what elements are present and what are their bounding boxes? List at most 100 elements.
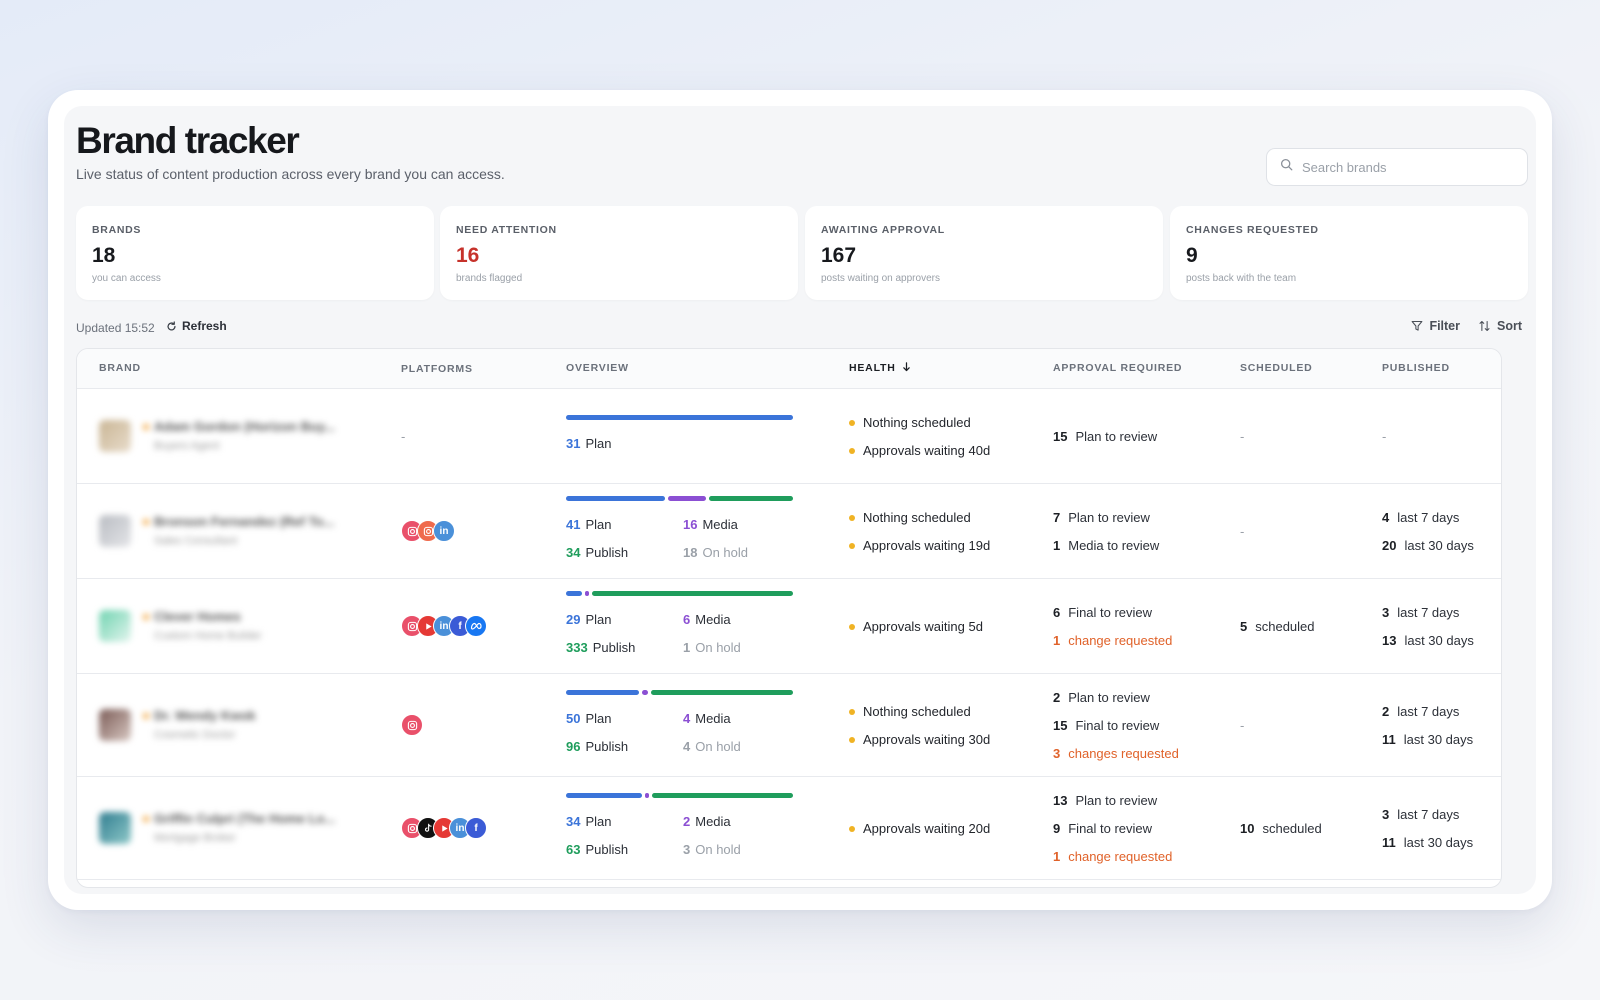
- status-dot: [143, 613, 149, 620]
- stat-card-need-attention: NEED ATTENTION 16 brands flagged: [440, 206, 798, 300]
- stat-value: 18: [92, 244, 116, 267]
- stat-caption: brands flagged: [456, 273, 523, 284]
- table-row[interactable]: Adam Gordon (Horizon Buy... Buyers Agent…: [77, 389, 1501, 484]
- stats-row: BRANDS 18 you can access NEED ATTENTION …: [76, 206, 1528, 300]
- scheduled-empty: -: [1240, 429, 1245, 444]
- column-header-platforms[interactable]: PLATFORMS: [401, 363, 473, 375]
- stat-label: NEED ATTENTION: [456, 224, 557, 236]
- column-header-health[interactable]: HEALTH: [849, 362, 911, 374]
- overview-bar-media: [585, 591, 589, 596]
- overview-bar: [566, 496, 793, 501]
- scheduled-empty: -: [1240, 524, 1245, 539]
- overview-media: 4 Media: [683, 711, 731, 726]
- warning-dot: [849, 623, 855, 630]
- page-title: Brand tracker: [76, 120, 300, 161]
- brand-cell[interactable]: Adam Gordon (Horizon Buy... Buyers Agent: [99, 419, 335, 452]
- main-panel: Brand tracker Live status of content pro…: [64, 106, 1536, 894]
- brand-subtitle: Buyers Agent: [154, 440, 220, 452]
- sort-label: Sort: [1497, 319, 1522, 333]
- filter-label: Filter: [1429, 319, 1460, 333]
- overview-bar-plan: [566, 415, 793, 420]
- brand-cell[interactable]: Griffin Culpri (The Home Lo... Mortgage …: [99, 811, 335, 844]
- health-item: Approvals waiting 5d: [849, 619, 983, 634]
- change-requested-item[interactable]: 1 change requested: [1053, 633, 1173, 648]
- table-row[interactable]: Griffin Culpri (The Home Lo... Mortgage …: [77, 777, 1501, 880]
- warning-dot: [849, 708, 855, 715]
- stat-caption: posts back with the team: [1186, 273, 1297, 284]
- brand-cell[interactable]: Bronson Fernandez (Ref To... Sales Consu…: [99, 514, 334, 547]
- search-input[interactable]: [1302, 159, 1512, 175]
- search-icon: [1280, 158, 1293, 176]
- linkedin-icon[interactable]: in: [433, 520, 455, 542]
- stat-value: 9: [1186, 244, 1198, 267]
- column-header-published[interactable]: PUBLISHED: [1382, 362, 1450, 374]
- column-header-brand[interactable]: BRAND: [99, 362, 141, 374]
- search-box[interactable]: [1266, 148, 1528, 186]
- column-header-health-label: HEALTH: [849, 362, 896, 374]
- brand-cell[interactable]: Dr. Wendy Kwok Cosmetic Doctor: [99, 708, 256, 741]
- brand-subtitle: Custom Home Builder: [154, 630, 262, 642]
- brands-table: BRAND PLATFORMS OVERVIEW HEALTH APPROVAL…: [76, 348, 1502, 888]
- table-row[interactable]: Clever Homes Custom Home Builder in f: [77, 579, 1501, 674]
- overview-bar-plan: [566, 591, 582, 596]
- health-item: Nothing scheduled: [849, 704, 971, 719]
- overview-bar-publish: [592, 591, 793, 596]
- platforms-empty: -: [401, 429, 406, 444]
- brand-name: Griffin Culpri (The Home Lo...: [154, 811, 336, 826]
- approval-item[interactable]: 15 Plan to review: [1053, 429, 1158, 444]
- platform-icons: in: [401, 520, 455, 542]
- health-item: Approvals waiting 30d: [849, 732, 990, 747]
- filter-button[interactable]: Filter: [1411, 319, 1460, 333]
- status-dot: [143, 518, 149, 525]
- overview-plan: 29 Plan: [566, 612, 612, 627]
- sort-button[interactable]: Sort: [1478, 319, 1522, 333]
- page-subtitle: Live status of content production across…: [76, 166, 505, 182]
- overview-publish: 34 Publish: [566, 545, 629, 560]
- overview-publish: 333 Publish: [566, 640, 636, 655]
- brand-name: Bronson Fernandez (Ref To...: [154, 514, 335, 529]
- overview-bar: [566, 591, 793, 596]
- health-item: Approvals waiting 19d: [849, 538, 990, 553]
- approval-item[interactable]: 1 Media to review: [1053, 538, 1160, 553]
- facebook-icon[interactable]: f: [465, 817, 487, 839]
- published-last30: 20 last 30 days: [1382, 538, 1474, 553]
- approval-item[interactable]: 9 Final to review: [1053, 821, 1153, 836]
- stat-card-brands: BRANDS 18 you can access: [76, 206, 434, 300]
- overview-bar-plan: [566, 793, 642, 798]
- change-requested-item[interactable]: 3 changes requested: [1053, 746, 1179, 761]
- refresh-button[interactable]: Refresh: [166, 319, 227, 333]
- overview-on-hold: 3 On hold: [683, 842, 741, 857]
- overview-bar-media: [645, 793, 649, 798]
- stat-card-awaiting-approval: AWAITING APPROVAL 167 posts waiting on a…: [805, 206, 1163, 300]
- overview-bar-publish: [651, 690, 793, 695]
- meta-icon[interactable]: [465, 615, 487, 637]
- scheduled-count: 5 scheduled: [1240, 619, 1315, 634]
- approval-item[interactable]: 6 Final to review: [1053, 605, 1153, 620]
- approval-item[interactable]: 13 Plan to review: [1053, 793, 1158, 808]
- warning-dot: [849, 542, 855, 549]
- stat-caption: you can access: [92, 273, 161, 284]
- overview-on-hold: 18 On hold: [683, 545, 749, 560]
- sort-descending-icon: [903, 362, 911, 372]
- platform-icons: in f: [401, 817, 487, 839]
- table-actions: Filter Sort: [1411, 319, 1522, 333]
- table-row[interactable]: Bronson Fernandez (Ref To... Sales Consu…: [77, 484, 1501, 579]
- filter-icon: [1412, 320, 1423, 331]
- stat-value: 167: [821, 244, 857, 267]
- column-header-overview[interactable]: OVERVIEW: [566, 362, 629, 374]
- avatar: [99, 708, 131, 741]
- brand-cell[interactable]: Clever Homes Custom Home Builder: [99, 609, 262, 642]
- updated-timestamp: Updated 15:52: [76, 321, 155, 335]
- avatar: [99, 419, 131, 452]
- approval-item[interactable]: 2 Plan to review: [1053, 690, 1150, 705]
- approval-item[interactable]: 7 Plan to review: [1053, 510, 1150, 525]
- column-header-scheduled[interactable]: SCHEDULED: [1240, 362, 1313, 374]
- approval-item[interactable]: 15 Final to review: [1053, 718, 1160, 733]
- change-requested-item[interactable]: 1 change requested: [1053, 849, 1173, 864]
- instagram-icon[interactable]: [401, 714, 423, 736]
- overview-bar-publish: [709, 496, 793, 501]
- stat-caption: posts waiting on approvers: [821, 273, 940, 284]
- column-header-approval[interactable]: APPROVAL REQUIRED: [1053, 362, 1183, 374]
- stat-value: 16: [456, 244, 480, 267]
